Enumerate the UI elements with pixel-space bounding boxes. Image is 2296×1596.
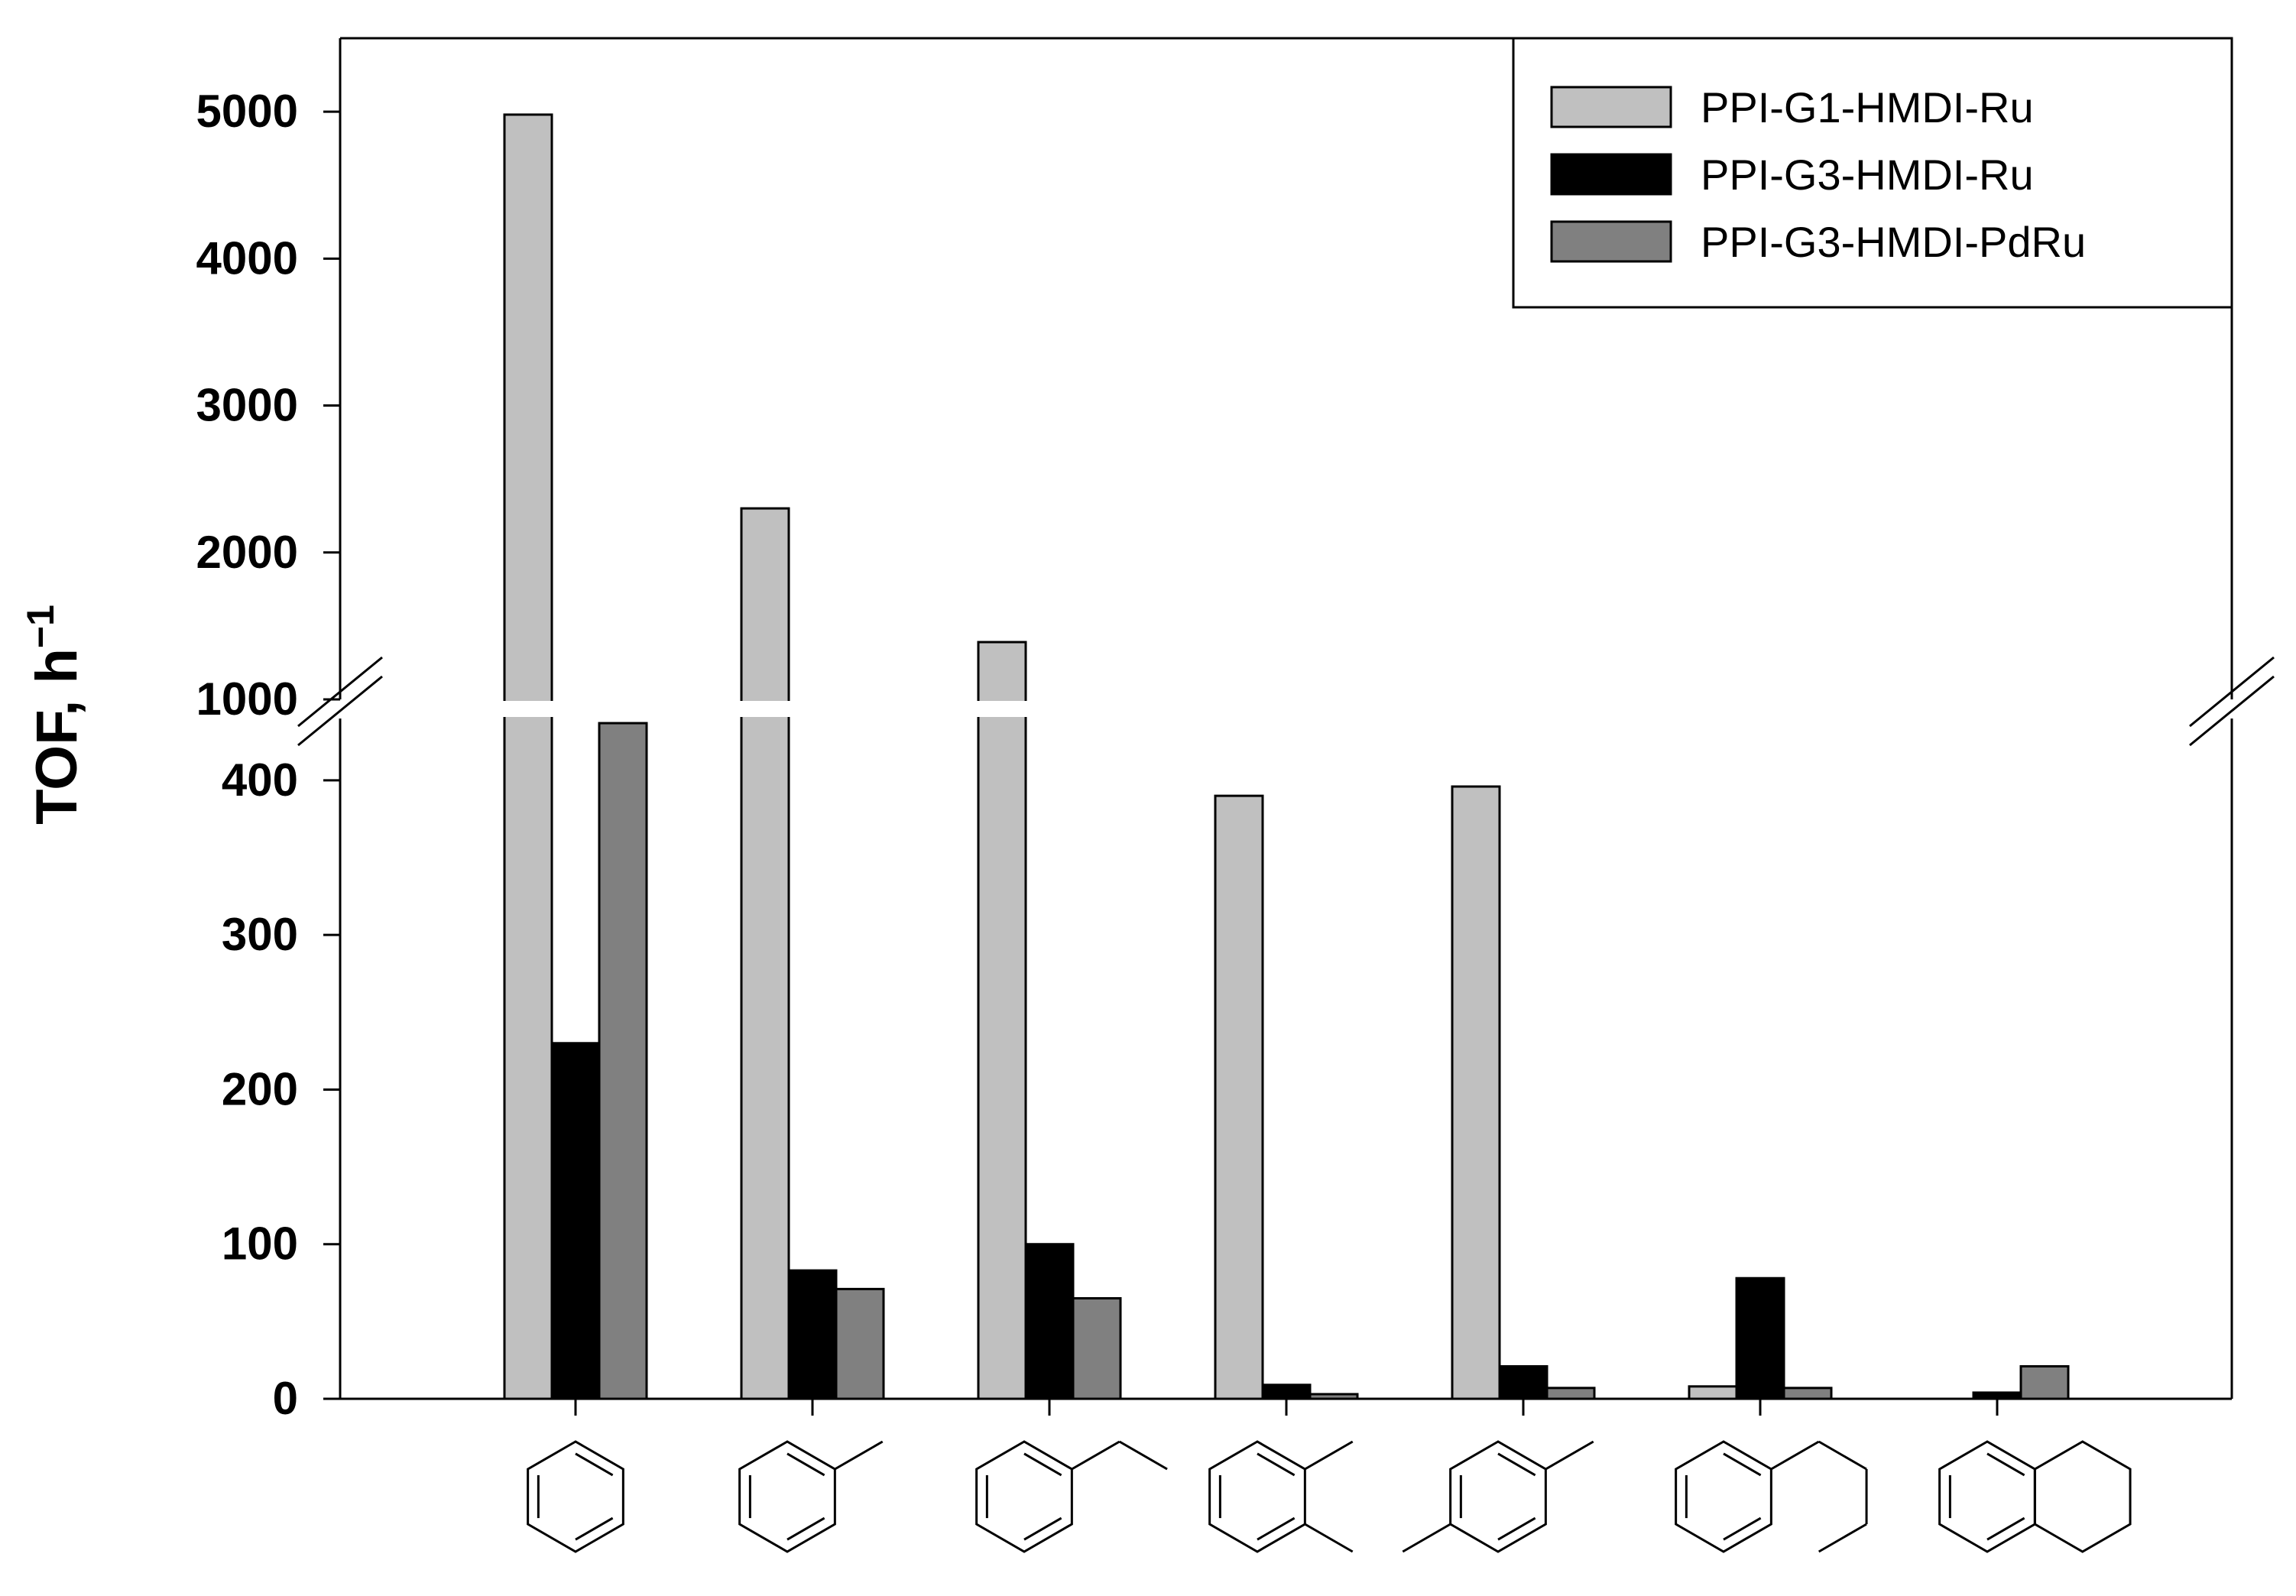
structure-toluene bbox=[738, 1440, 884, 1553]
bars bbox=[503, 113, 2070, 1400]
bar-PPI-G3-HMDI-PdRu-toluene bbox=[835, 1287, 885, 1400]
bar-break-gap bbox=[738, 701, 792, 717]
structure-benzene bbox=[527, 1440, 624, 1553]
y-tick-label: 3000 bbox=[196, 380, 298, 431]
bar-PPI-G3-HMDI-Ru-n-propylbenzene bbox=[1735, 1276, 1785, 1400]
structure-o-xylene bbox=[1208, 1440, 1354, 1553]
right-break-mark bbox=[2189, 656, 2275, 728]
structure-ethylbenzene-double-bond bbox=[1023, 1452, 1062, 1477]
bar-break-gap bbox=[975, 701, 1029, 717]
tetralin-saturated-ring bbox=[2033, 1440, 2132, 1553]
structure-tetralin-ring bbox=[1938, 1440, 2036, 1553]
bar-PPI-G3-HMDI-PdRu-o-xylene bbox=[1309, 1393, 1359, 1400]
structure-o-xylene-double-bond bbox=[1257, 1452, 1296, 1477]
bar-PPI-G1-HMDI-Ru-p-xylene bbox=[1451, 785, 1501, 1400]
y-axis: 0 100 200 300 400 1000 2000 3000 4000 5000 bbox=[196, 86, 340, 1424]
structure-ethylbenzene-double-bond bbox=[1023, 1517, 1062, 1541]
ethyl-bond-1 bbox=[1071, 1440, 1120, 1471]
structure-o-xylene-double-bond bbox=[1257, 1517, 1296, 1541]
y-tick-label: 2000 bbox=[196, 527, 298, 578]
structure-ethylbenzene-ring bbox=[975, 1440, 1073, 1553]
legend: PPI-G1-HMDI-Ru PPI-G3-HMDI-Ru PPI-G3-HMDI-… bbox=[1512, 37, 2233, 309]
bar-PPI-G3-HMDI-Ru-ethylbenzene bbox=[1024, 1243, 1075, 1400]
structure-toluene-ring bbox=[738, 1440, 836, 1553]
structure-p-xylene bbox=[1402, 1440, 1594, 1553]
legend-swatch-PPI-G3-HMDI-Ru bbox=[1550, 153, 1672, 196]
legend-swatch-PPI-G3-HMDI-PdRu bbox=[1550, 220, 1672, 263]
propyl-bond-2 bbox=[1818, 1440, 1867, 1471]
bar-PPI-G1-HMDI-Ru-o-xylene bbox=[1214, 794, 1264, 1400]
y-tick-label: 5000 bbox=[196, 86, 298, 137]
y-tick-label: 4000 bbox=[196, 232, 298, 284]
structure-benzene-ring bbox=[527, 1440, 624, 1553]
legend-label-PPI-G3-HMDI-Ru: PPI-G3-HMDI-Ru bbox=[1701, 151, 2034, 199]
bar-PPI-G1-HMDI-Ru-benzene bbox=[503, 113, 553, 1400]
structure-n-propylbenzene-ring bbox=[1675, 1440, 1772, 1553]
bar-PPI-G3-HMDI-Ru-o-xylene bbox=[1261, 1384, 1312, 1400]
bar-PPI-G1-HMDI-Ru-ethylbenzene bbox=[977, 641, 1027, 1400]
structure-p-xylene-double-bond bbox=[1497, 1452, 1536, 1477]
bar-PPI-G3-HMDI-PdRu-ethylbenzene bbox=[1072, 1297, 1122, 1400]
bar-PPI-G1-HMDI-Ru-n-propylbenzene bbox=[1688, 1385, 1738, 1400]
structure-p-xylene-ring bbox=[1449, 1440, 1547, 1553]
legend-label-PPI-G1-HMDI-Ru: PPI-G1-HMDI-Ru bbox=[1701, 83, 2034, 131]
methyl-bond-1 bbox=[1304, 1440, 1354, 1471]
bar-PPI-G3-HMDI-PdRu-p-xylene bbox=[1545, 1387, 1596, 1400]
structure-toluene-double-bond bbox=[786, 1452, 825, 1477]
structure-tetralin-double-bond bbox=[1986, 1452, 2025, 1477]
bar-PPI-G3-HMDI-Ru-p-xylene bbox=[1498, 1365, 1549, 1400]
structure-benzene-double-bond bbox=[575, 1517, 614, 1541]
bar-break-gap bbox=[501, 701, 555, 717]
left-break-mark bbox=[297, 656, 383, 728]
left-break-mark bbox=[297, 675, 383, 747]
structure-n-propylbenzene-double-bond bbox=[1723, 1517, 1762, 1541]
legend-swatch-PPI-G1-HMDI-Ru bbox=[1550, 86, 1672, 128]
y-axis-label-superscript: −1 bbox=[19, 605, 62, 648]
bar-PPI-G3-HMDI-Ru-tetralin bbox=[1972, 1391, 2022, 1400]
x-axis bbox=[574, 1399, 1999, 1416]
propyl-bond-1 bbox=[1770, 1440, 1820, 1471]
bar-PPI-G3-HMDI-PdRu-tetralin bbox=[2019, 1365, 2070, 1400]
bar-PPI-G3-HMDI-PdRu-benzene bbox=[598, 722, 648, 1400]
methyl-bond-2 bbox=[1304, 1523, 1354, 1553]
molecule-structures bbox=[527, 1440, 2132, 1553]
y-tick-label: 1000 bbox=[196, 673, 298, 725]
structure-benzene-double-bond bbox=[575, 1452, 614, 1477]
y-tick-label: 100 bbox=[222, 1218, 298, 1270]
structure-o-xylene-ring bbox=[1208, 1440, 1306, 1553]
structure-n-propylbenzene bbox=[1675, 1440, 1868, 1553]
legend-label-PPI-G3-HMDI-PdRu: PPI-G3-HMDI-PdRu bbox=[1701, 218, 2086, 266]
y-tick-label: 400 bbox=[222, 754, 298, 806]
ethyl-bond-2 bbox=[1118, 1440, 1168, 1471]
structure-ethylbenzene bbox=[975, 1440, 1168, 1553]
y-tick-label: 300 bbox=[222, 909, 298, 960]
structure-n-propylbenzene-double-bond bbox=[1723, 1452, 1762, 1477]
bar-PPI-G1-HMDI-Ru-toluene bbox=[740, 507, 790, 1400]
methyl-bond bbox=[834, 1440, 884, 1471]
bar-PPI-G3-HMDI-PdRu-n-propylbenzene bbox=[1782, 1387, 1833, 1400]
y-axis-label-text: TOF, h bbox=[24, 648, 89, 825]
structure-p-xylene-double-bond bbox=[1497, 1517, 1536, 1541]
axis-breaks bbox=[297, 656, 2275, 747]
structure-tetralin bbox=[1938, 1440, 2132, 1553]
bar-PPI-G3-HMDI-Ru-benzene bbox=[550, 1042, 601, 1400]
methyl-bond-2 bbox=[1402, 1523, 1451, 1553]
y-tick-label: 0 bbox=[273, 1373, 298, 1424]
methyl-bond-1 bbox=[1545, 1440, 1594, 1471]
right-break-mark bbox=[2189, 675, 2275, 747]
bar-PPI-G3-HMDI-Ru-toluene bbox=[787, 1269, 838, 1400]
y-tick-label: 200 bbox=[222, 1063, 298, 1114]
propyl-bond-4 bbox=[1818, 1523, 1867, 1553]
structure-toluene-double-bond bbox=[786, 1517, 825, 1541]
structure-tetralin-double-bond bbox=[1986, 1517, 2025, 1541]
y-axis-label: TOF, h−1 bbox=[19, 605, 89, 825]
